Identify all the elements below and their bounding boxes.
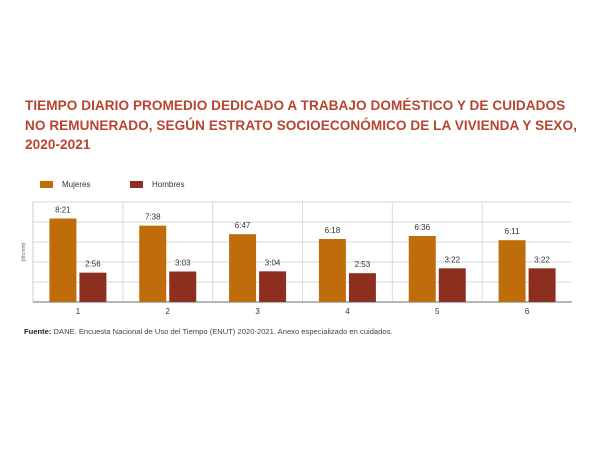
x-tick-label: 5 (435, 307, 440, 316)
data-label-hombres-4: 2:53 (355, 260, 371, 269)
source-label: Fuente: (24, 327, 52, 336)
bar-mujeres-3 (229, 234, 257, 302)
source-text: DANE. Encuesta Nacional de Uso del Tiemp… (51, 327, 393, 336)
data-label-hombres-2: 3:03 (175, 259, 191, 268)
data-label-mujeres-6: 6:11 (505, 227, 521, 236)
bar-hombres-2 (169, 271, 197, 302)
legend-item-mujeres: Mujeres (40, 180, 90, 189)
bar-hombres-4 (348, 273, 376, 302)
legend-item-hombres: Hombres (130, 180, 184, 189)
bar-hombres-6 (528, 268, 556, 302)
bar-mujeres-6 (498, 240, 526, 302)
data-label-hombres-1: 2:56 (85, 260, 101, 269)
legend-swatch-mujeres (40, 181, 53, 188)
data-label-hombres-6: 3:22 (534, 255, 550, 264)
source-note: Fuente: DANE. Encuesta Nacional de Uso d… (24, 327, 393, 336)
chart-title: TIEMPO DIARIO PROMEDIO DEDICADO A TRABAJ… (25, 98, 577, 152)
x-tick-label: 4 (345, 307, 350, 316)
bar-hombres-5 (438, 268, 466, 302)
bar-hombres-3 (259, 271, 287, 302)
x-tick-label: 3 (255, 307, 260, 316)
bar-hombres-1 (79, 272, 107, 302)
x-tick-label: 2 (166, 307, 171, 316)
data-label-hombres-5: 3:22 (444, 255, 460, 264)
data-label-mujeres-5: 6:36 (414, 223, 430, 232)
bar-mujeres-5 (408, 236, 436, 302)
data-label-mujeres-1: 8:21 (55, 206, 71, 215)
legend-label-hombres: Hombres (152, 180, 185, 189)
legend-label-mujeres: Mujeres (62, 180, 91, 189)
x-tick-label: 1 (76, 307, 81, 316)
data-label-mujeres-2: 7:38 (145, 213, 161, 222)
data-label-mujeres-3: 6:47 (235, 221, 251, 230)
x-tick-label: 6 (525, 307, 530, 316)
legend-swatch-hombres (130, 181, 143, 188)
y-axis-label: (hh:mm) (21, 242, 27, 261)
bar-mujeres-1 (49, 218, 77, 302)
bar-mujeres-2 (139, 225, 167, 302)
data-label-mujeres-4: 6:18 (325, 226, 341, 235)
bar-mujeres-4 (318, 239, 346, 302)
data-label-hombres-3: 3:04 (265, 258, 281, 267)
